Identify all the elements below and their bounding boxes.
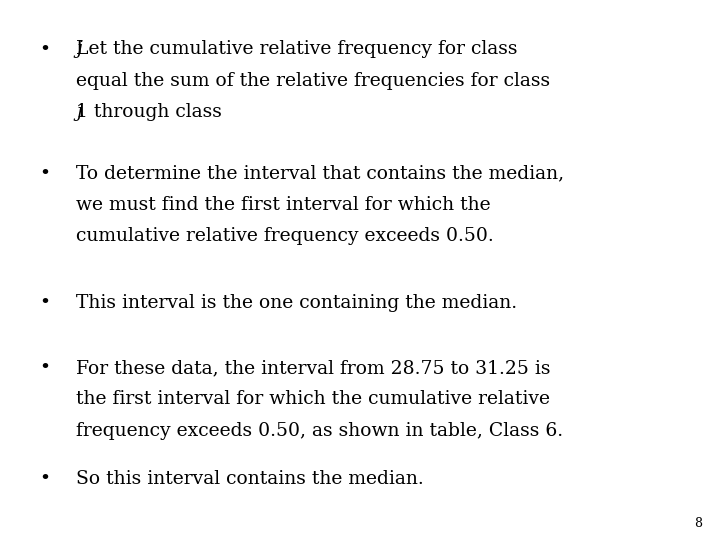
Text: Let the cumulative relative frequency for class: Let the cumulative relative frequency fo… bbox=[76, 40, 523, 58]
Text: equal the sum of the relative frequencies for class: equal the sum of the relative frequencie… bbox=[76, 72, 550, 90]
Text: j: j bbox=[77, 103, 83, 121]
Text: j: j bbox=[77, 40, 83, 58]
Text: 8: 8 bbox=[694, 517, 702, 530]
Text: So this interval contains the median.: So this interval contains the median. bbox=[76, 470, 423, 488]
Text: we must find the first interval for which the: we must find the first interval for whic… bbox=[76, 196, 490, 214]
Text: frequency exceeds 0.50, as shown in table, Class 6.: frequency exceeds 0.50, as shown in tabl… bbox=[76, 422, 563, 440]
Text: •: • bbox=[40, 165, 50, 183]
Text: •: • bbox=[40, 470, 50, 488]
Text: For these data, the interval from 28.75 to 31.25 is: For these data, the interval from 28.75 … bbox=[76, 359, 550, 377]
Text: the first interval for which the cumulative relative: the first interval for which the cumulat… bbox=[76, 390, 549, 408]
Text: •: • bbox=[40, 359, 50, 377]
Text: This interval is the one containing the median.: This interval is the one containing the … bbox=[76, 294, 517, 312]
Text: •: • bbox=[40, 40, 50, 58]
Text: .: . bbox=[78, 103, 84, 121]
Text: To determine the interval that contains the median,: To determine the interval that contains … bbox=[76, 165, 564, 183]
Text: •: • bbox=[40, 294, 50, 312]
Text: cumulative relative frequency exceeds 0.50.: cumulative relative frequency exceeds 0.… bbox=[76, 227, 493, 245]
Text: 1 through class: 1 through class bbox=[76, 103, 228, 121]
